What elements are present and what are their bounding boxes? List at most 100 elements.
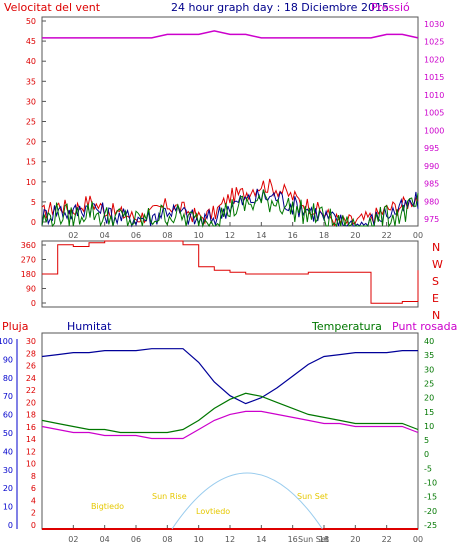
header-title: 24 hour graph day : 18 Diciembre 2015 (171, 1, 389, 14)
x-tick-label: 02 (68, 231, 78, 240)
bottom-sunset-label: Sun Set (298, 535, 329, 544)
humidity-tick-label: 30 (3, 466, 13, 475)
wind-speed-line (41, 189, 419, 228)
wind-tick-label: 20 (26, 138, 36, 147)
rain-tick-label: 16 (26, 423, 36, 432)
pressure-tick-label: 975 (424, 215, 439, 224)
x-tick-label: 12 (225, 535, 235, 544)
temperature-tick-label: 5 (424, 436, 429, 445)
moonset-label: Lovtiedo (196, 507, 230, 516)
moonrise-label: Bigtiedo (91, 502, 124, 511)
wind-tick-label: 40 (26, 57, 36, 66)
pressure-tick-label: 995 (424, 144, 439, 153)
wind-tick-label: 25 (26, 118, 36, 127)
x-tick-label: 00 (413, 535, 423, 544)
humidity-tick-label: 10 (3, 503, 13, 512)
wind-tick-label: 0 (31, 218, 36, 227)
humidity-line (41, 348, 418, 405)
pressure-tick-label: 1005 (424, 109, 444, 118)
temperature-tick-label: 20 (424, 394, 434, 403)
temperature-tick-label: 35 (424, 351, 434, 360)
temperature-tick-label: 30 (424, 365, 434, 374)
direction-tick-label: 90 (26, 285, 36, 294)
temperature-tick-label: 40 (424, 337, 434, 346)
x-tick-label: 08 (162, 535, 172, 544)
temperature-tick-label: 25 (424, 379, 434, 388)
compass-label: N (432, 309, 440, 322)
humidity-tick-label: 90 (3, 355, 13, 364)
rain-tick-label: 10 (26, 460, 36, 469)
rain-tick-label: 20 (26, 398, 36, 407)
sunset-label: Sun Set (297, 492, 328, 501)
temperature-tick-label: 15 (424, 408, 434, 417)
humidity-tick-label: 0 (8, 521, 13, 530)
rain-tick-label: 0 (31, 521, 36, 530)
x-tick-label: 06 (131, 231, 141, 240)
pressure-tick-label: 1015 (424, 73, 444, 82)
pressure-tick-label: 1030 (424, 20, 444, 29)
pressure-tick-label: 990 (424, 162, 439, 171)
x-tick-label: 14 (256, 231, 266, 240)
sunrise-label: Sun Rise (152, 492, 187, 501)
humidity-tick-label: 40 (3, 447, 13, 456)
rain-tick-label: 26 (26, 362, 36, 371)
x-tick-label: 06 (131, 535, 141, 544)
humidity-tick-label: 80 (3, 374, 13, 383)
humidity-label: Humitat (67, 320, 112, 333)
rain-tick-label: 24 (26, 374, 36, 383)
x-tick-label: 10 (194, 231, 204, 240)
rain-tick-label: 30 (26, 337, 36, 346)
x-tick-label: 04 (100, 231, 110, 240)
pressure-tick-label: 980 (424, 197, 439, 206)
compass-label: N (432, 241, 440, 254)
pressure-tick-label: 985 (424, 180, 439, 189)
compass-label: W (432, 258, 443, 271)
wind-tick-label: 50 (26, 17, 36, 26)
rain-tick-label: 22 (26, 386, 36, 395)
dewpoint-line (41, 410, 419, 440)
header-left-label: Velocitat del vent (4, 1, 101, 14)
x-tick-label: 18 (319, 535, 329, 544)
wind-tick-label: 15 (26, 158, 36, 167)
x-tick-label: 08 (162, 231, 172, 240)
compass-label: E (432, 292, 439, 305)
x-tick-label: 16 (288, 231, 298, 240)
rain-label: Pluja (2, 320, 28, 333)
rain-tick-label: 8 (31, 472, 36, 481)
x-tick-label: 14 (256, 535, 266, 544)
pressure-line (42, 30, 419, 39)
x-tick-label: 18 (319, 231, 329, 240)
pressure-tick-label: 1000 (424, 126, 444, 135)
compass-label: S (432, 275, 439, 288)
temperature-label: Temperatura (311, 320, 382, 333)
humidity-tick-label: 100 (0, 337, 13, 346)
rain-tick-label: 6 (31, 484, 36, 493)
x-tick-label: 22 (382, 535, 392, 544)
wind-tick-label: 35 (26, 77, 36, 86)
pressure-tick-label: 1010 (424, 91, 444, 100)
temperature-tick-label: -10 (424, 479, 437, 488)
x-tick-label: 16 (288, 535, 298, 544)
rain-tick-label: 14 (26, 435, 36, 444)
direction-tick-label: 270 (21, 256, 36, 265)
temperature-tick-label: -15 (424, 493, 437, 502)
rain-tick-label: 12 (26, 447, 36, 456)
wind-tick-label: 45 (26, 37, 36, 46)
direction-tick-label: 180 (21, 270, 36, 279)
x-tick-label: 20 (350, 231, 360, 240)
humidity-tick-label: 50 (3, 429, 13, 438)
direction-tick-label: 0 (31, 299, 36, 308)
temperature-tick-label: 0 (424, 450, 429, 459)
rain-tick-label: 28 (26, 349, 36, 358)
x-tick-label: 04 (100, 535, 110, 544)
x-tick-label: 20 (350, 535, 360, 544)
header-right-label: Pressió (371, 1, 410, 14)
temperature-tick-label: -25 (424, 521, 437, 530)
temperature-tick-label: -20 (424, 507, 437, 516)
wind-tick-label: 30 (26, 97, 36, 106)
x-tick-label: 22 (382, 231, 392, 240)
x-tick-label: 02 (68, 535, 78, 544)
rain-tick-label: 4 (31, 496, 36, 505)
rain-tick-label: 18 (26, 411, 36, 420)
